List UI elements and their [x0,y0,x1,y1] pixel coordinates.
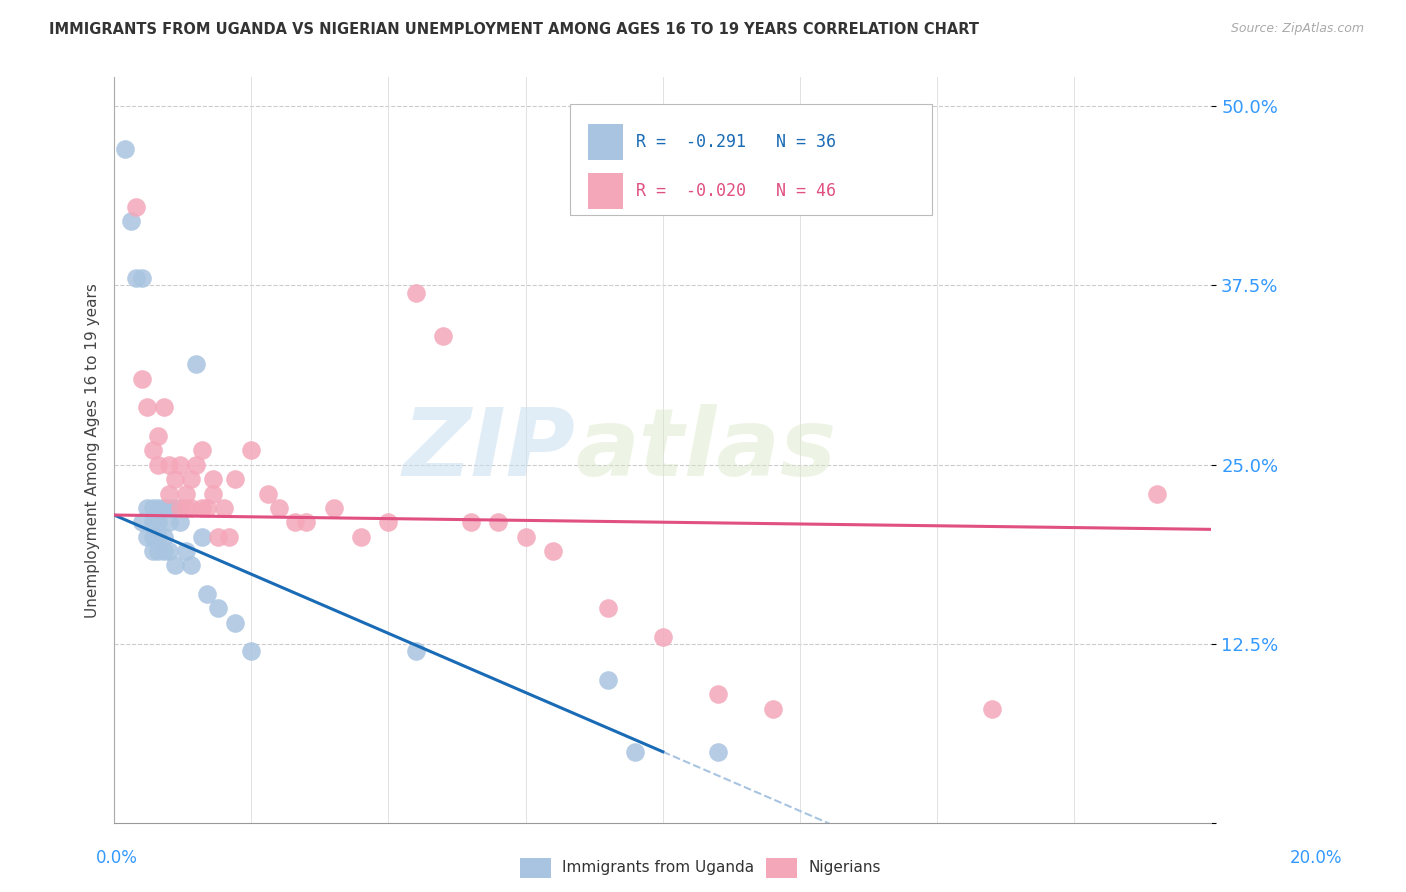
Bar [588,124,623,160]
Point [295,515,318,529]
Point [224,472,246,486]
Point [131,515,153,529]
Point [218,530,240,544]
Point [157,544,180,558]
Point [186,458,208,472]
Point [180,558,202,573]
Point [197,587,219,601]
Point [131,271,153,285]
Point [515,530,537,544]
Text: IMMIGRANTS FROM UGANDA VS NIGERIAN UNEMPLOYMENT AMONG AGES 16 TO 19 YEARS CORREL: IMMIGRANTS FROM UGANDA VS NIGERIAN UNEMP… [49,22,979,37]
Point [405,644,427,658]
Point [125,271,148,285]
Point [377,515,399,529]
Point [152,401,174,415]
Text: Nigerians: Nigerians [808,861,882,875]
Point [212,500,235,515]
Point [180,500,202,515]
Point [405,285,427,300]
Point [207,530,229,544]
FancyBboxPatch shape [569,103,932,216]
Text: Immigrants from Uganda: Immigrants from Uganda [562,861,755,875]
Point [152,530,174,544]
Point [131,372,153,386]
Point [706,687,728,701]
Point [541,544,564,558]
Point [146,515,169,529]
Point [981,702,1004,716]
Point [114,142,136,156]
Point [146,500,169,515]
Text: R =  -0.020   N = 46: R = -0.020 N = 46 [637,182,837,200]
Point [174,486,197,500]
Point [163,472,186,486]
Point [169,515,191,529]
Point [163,500,186,515]
Point [596,601,619,615]
Point [651,630,673,644]
Point [706,745,728,759]
Point [169,500,191,515]
Point [432,328,454,343]
Text: 0.0%: 0.0% [96,849,138,867]
Point [169,458,191,472]
Point [322,500,344,515]
Point [136,401,159,415]
Point [146,458,169,472]
Text: Source: ZipAtlas.com: Source: ZipAtlas.com [1230,22,1364,36]
Point [486,515,509,529]
Point [460,515,482,529]
Text: R =  -0.291   N = 36: R = -0.291 N = 36 [637,133,837,151]
Point [180,472,202,486]
Point [624,745,647,759]
Point [142,515,165,529]
Point [142,544,165,558]
Point [350,530,373,544]
Point [201,472,224,486]
Point [1146,486,1168,500]
Point [191,443,214,458]
Point [163,558,186,573]
Point [174,500,197,515]
Point [120,214,142,228]
Point [142,530,165,544]
Point [761,702,783,716]
Text: ZIP: ZIP [402,404,575,497]
Bar [588,173,623,209]
Point [186,357,208,371]
Point [284,515,307,529]
Point [157,486,180,500]
Point [256,486,278,500]
Point [157,500,180,515]
Point [191,530,214,544]
Point [136,500,159,515]
Point [191,500,214,515]
Y-axis label: Unemployment Among Ages 16 to 19 years: Unemployment Among Ages 16 to 19 years [86,283,100,618]
Point [240,443,263,458]
Point [152,544,174,558]
Point [157,458,180,472]
Point [125,200,148,214]
Point [152,500,174,515]
Point [207,601,229,615]
Point [174,544,197,558]
Point [142,443,165,458]
Point [146,530,169,544]
Point [240,644,263,658]
Point [201,486,224,500]
Point [142,500,165,515]
Text: 20.0%: 20.0% [1291,849,1343,867]
Point [197,500,219,515]
Point [224,615,246,630]
Point [157,515,180,529]
Point [146,429,169,443]
Point [136,530,159,544]
Point [267,500,290,515]
Point [146,544,169,558]
Text: atlas: atlas [575,404,837,497]
Point [596,673,619,687]
